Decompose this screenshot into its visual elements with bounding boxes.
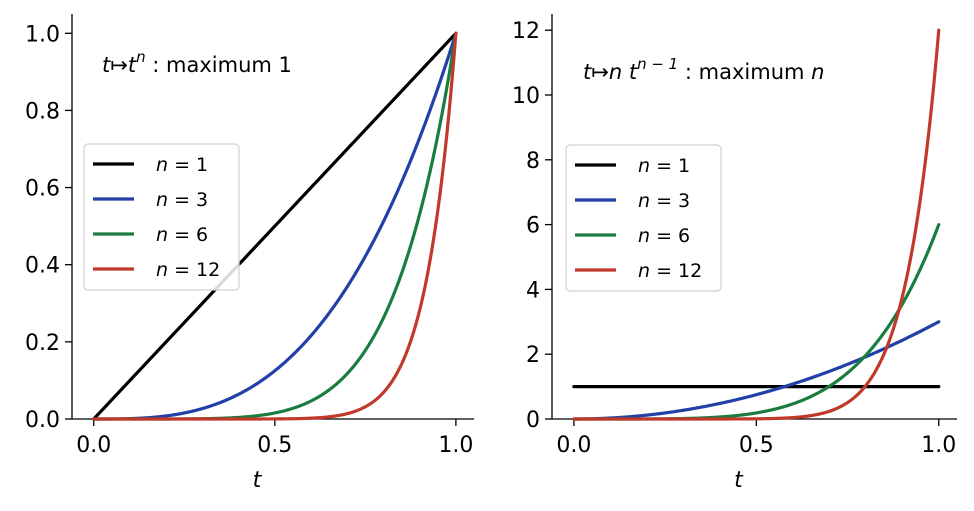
y-tick-label: 0 [526,408,540,433]
y-tick-label: 12 [512,19,540,44]
legend-entry: n = 1 [638,155,690,177]
legend-box [83,143,240,291]
legend-entry: n = 3 [638,190,690,212]
series-line-n12 [572,28,941,421]
x-tick-label: 0.0 [556,433,591,458]
x-tick-label: 0.5 [739,433,774,458]
legend-entry: n = 12 [156,259,220,281]
legend-entry: n = 3 [156,189,208,211]
panel-1: 0.0 0.5 1.0 0.0 0.2 0.4 0.6 0.8 1.0 t t↦tn : maxim… [25,14,474,493]
y-tick-label: 1.0 [25,22,60,47]
x-axis-label: t [734,468,744,493]
legend-entry: n = 6 [638,225,690,247]
series-line-n12 [92,31,458,421]
x-tick-label: 0.0 [76,433,111,458]
y-tick-label: 0.8 [25,99,60,124]
x-tick-label: 1.0 [438,433,473,458]
series-line-n3 [92,31,458,421]
panel-2: 0.0 0.5 1.0 0 2 4 6 8 10 12 t t↦n tn − 1 : maximum … [512,14,957,493]
annotation-label: t↦n tn − 1 : maximum n [583,55,824,84]
x-tick-label: 1.0 [921,433,956,458]
legend: n = 1 n = 3 n = 6 n = 12 [565,144,722,292]
legend-entry: n = 1 [156,154,208,176]
y-tick-label: 0.6 [25,177,60,202]
y-tick-label: 8 [526,149,540,174]
legend-entry: n = 12 [638,260,702,282]
series-line-n1 [92,31,458,421]
legend-box [565,144,722,292]
annotation-label: t↦tn : maximum 1 [102,48,292,77]
y-tick-label: 4 [526,278,540,303]
x-tick-label: 0.5 [257,433,292,458]
legend-entry: n = 6 [156,224,208,246]
y-tick-label: 6 [526,214,540,239]
y-tick-label: 2 [526,343,540,368]
series-line-n3 [572,320,941,421]
y-tick-label: 0.0 [25,408,60,433]
y-tick-label: 0.2 [25,331,60,356]
y-tick-label: 10 [512,84,540,109]
x-axis-label: t [253,468,263,493]
y-tick-label: 0.4 [25,254,60,279]
legend: n = 1 n = 3 n = 6 n = 12 [83,143,240,291]
